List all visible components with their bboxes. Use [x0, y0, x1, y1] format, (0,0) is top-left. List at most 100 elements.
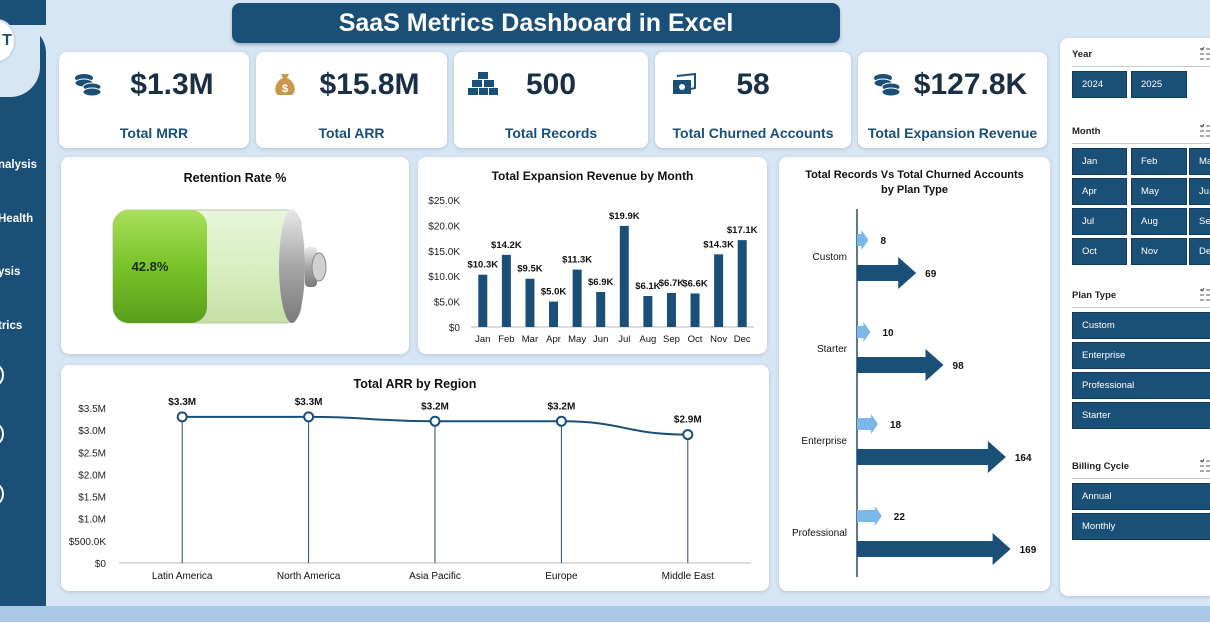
total-records-label: 164: [1015, 453, 1032, 464]
slicer-option-monthly[interactable]: Monthly: [1072, 513, 1210, 540]
svg-text:$: $: [282, 83, 288, 95]
x-tick-label: Nov: [710, 334, 727, 345]
slicer-option-month[interactable]: Feb: [1131, 148, 1187, 175]
coins-icon: [873, 74, 901, 97]
x-tick-label: Apr: [546, 334, 561, 345]
kpi-card-mrr: $1.3M Total MRR: [59, 52, 249, 148]
total-records-label: 169: [1020, 545, 1037, 556]
slicer-month-title: Month: [1072, 124, 1210, 144]
y-tick-label: $1.0M: [78, 515, 106, 526]
kpi-card-churned: 58 Total Churned Accounts: [655, 52, 851, 148]
kpi-label: Total Expansion Revenue: [867, 125, 1038, 141]
x-tick-label: Sep: [663, 334, 680, 345]
multi-select-icon[interactable]: [1200, 288, 1210, 302]
expansion-bar-chart: $0 $5.0K $10.0K $15.0K $20.0K $25.0K $10.3K Jan…: [428, 196, 758, 345]
y-tick-label: $20.0K: [428, 221, 460, 232]
bar-data-label: $6.6K: [682, 278, 707, 289]
y-tick-label: $2.0M: [78, 470, 106, 481]
data-point: [429, 415, 441, 427]
bar-data-label: $10.3K: [467, 260, 498, 271]
nav-item-analysis[interactable]: nalysis: [0, 159, 37, 171]
y-tick-label: $25.0K: [428, 196, 460, 207]
chart-title-line-2: by Plan Type: [880, 184, 949, 196]
x-tick-label: Jan: [475, 334, 490, 345]
x-tick-label: Dec: [734, 334, 751, 345]
point-data-label: $3.2M: [548, 401, 576, 412]
x-tick-label: Middle East: [662, 571, 714, 582]
slicer-option-month[interactable]: Nov: [1131, 238, 1187, 265]
x-tick-label: Oct: [688, 334, 703, 345]
retention-value-label: 42.8%: [132, 259, 169, 274]
nav-item-analysis-2[interactable]: ysis: [0, 266, 21, 278]
data-point: [176, 411, 188, 423]
slicer-option-2024[interactable]: 2024: [1072, 71, 1127, 98]
y-tick-label: $0: [95, 559, 107, 570]
multi-select-icon[interactable]: [1200, 459, 1210, 473]
slicer-option-month[interactable]: Apr: [1072, 178, 1127, 205]
y-tick-label: $0: [449, 323, 461, 334]
kpi-value: 58: [736, 68, 770, 101]
slicer-option-month[interactable]: De: [1189, 238, 1210, 265]
slicer-option-month[interactable]: Ma: [1189, 148, 1210, 175]
chart-title-line-1: Total Records Vs Total Churned Accounts: [805, 169, 1024, 181]
y-tick-label: $15.0K: [428, 247, 460, 258]
slicer-option-month[interactable]: May: [1131, 178, 1187, 205]
battery-fill: [113, 210, 207, 323]
multi-select-icon[interactable]: [1200, 47, 1210, 61]
bar: [619, 225, 629, 327]
churned-accounts-arrow: [857, 230, 869, 250]
filter-panel: Year 2024 2025 Month Plan Type Custom En…: [1060, 38, 1210, 596]
gold-bars-icon: [468, 72, 498, 95]
slicer-option-month[interactable]: Jan: [1072, 148, 1127, 175]
data-point: [682, 429, 694, 441]
bar-data-label: $14.2K: [491, 240, 522, 251]
slicer-option-month[interactable]: Aug: [1131, 208, 1187, 235]
bar-data-label: $5.0K: [541, 287, 566, 298]
churned-accounts-label: 22: [894, 512, 906, 523]
slicer-option-annual[interactable]: Annual: [1072, 483, 1210, 510]
slicer-option-professional[interactable]: Professional: [1072, 372, 1210, 399]
churned-accounts-label: 10: [882, 328, 894, 339]
slicer-option-month[interactable]: Se: [1189, 208, 1210, 235]
kpi-label: Total Records: [504, 125, 598, 141]
nav-item-metrics[interactable]: trics: [0, 320, 23, 332]
total-records-label: 98: [953, 361, 965, 372]
x-tick-label: Mar: [522, 334, 538, 345]
kpi-card-expansion: $127.8K Total Expansion Revenue: [858, 52, 1047, 148]
y-tick-label: $3.0M: [78, 426, 106, 437]
nav-item-health[interactable]: Health: [0, 213, 34, 225]
nav-top-strip: [0, 0, 46, 25]
bottom-strip: [0, 606, 1210, 622]
x-tick-label: Europe: [545, 571, 578, 582]
slicer-option-starter[interactable]: Starter: [1072, 402, 1210, 429]
slicer-option-month[interactable]: Jul: [1072, 208, 1127, 235]
slicer-option-month[interactable]: Oct: [1072, 238, 1127, 265]
y-tick-label: $2.5M: [78, 448, 106, 459]
y-tick-label: $5.0K: [434, 298, 460, 309]
bar: [596, 291, 606, 327]
money-bag-icon: $: [275, 74, 295, 95]
category-label: Custom: [813, 252, 847, 263]
bar: [737, 240, 747, 327]
slicer-option-custom[interactable]: Custom: [1072, 312, 1210, 339]
slicer-option-month[interactable]: Ju: [1189, 178, 1210, 205]
cash-icon: [673, 72, 696, 94]
churned-accounts-label: 8: [881, 236, 887, 247]
x-tick-label: Jun: [593, 334, 608, 345]
chart-title: Total ARR by Region: [353, 377, 477, 391]
bar-data-label: $17.1K: [727, 225, 758, 236]
x-tick-label: Aug: [639, 334, 656, 345]
slicer-option-2025[interactable]: 2025: [1131, 71, 1187, 98]
total-records-arrow: [857, 441, 1006, 473]
multi-select-icon[interactable]: [1200, 124, 1210, 138]
data-point: [303, 411, 315, 423]
kpi-card-arr: $ $15.8M Total ARR: [256, 52, 447, 148]
total-records-arrow: [857, 533, 1011, 565]
kpi-value: $15.8M: [319, 68, 420, 101]
slicer-option-enterprise[interactable]: Enterprise: [1072, 342, 1210, 369]
bar-data-label: $19.9K: [609, 211, 640, 222]
battery-gauge: 42.8%: [112, 209, 327, 324]
side-navigation: [0, 25, 46, 622]
kpi-label: Total MRR: [119, 125, 189, 141]
chart-title: Total Records Vs Total Churned Accounts …: [779, 168, 1050, 198]
